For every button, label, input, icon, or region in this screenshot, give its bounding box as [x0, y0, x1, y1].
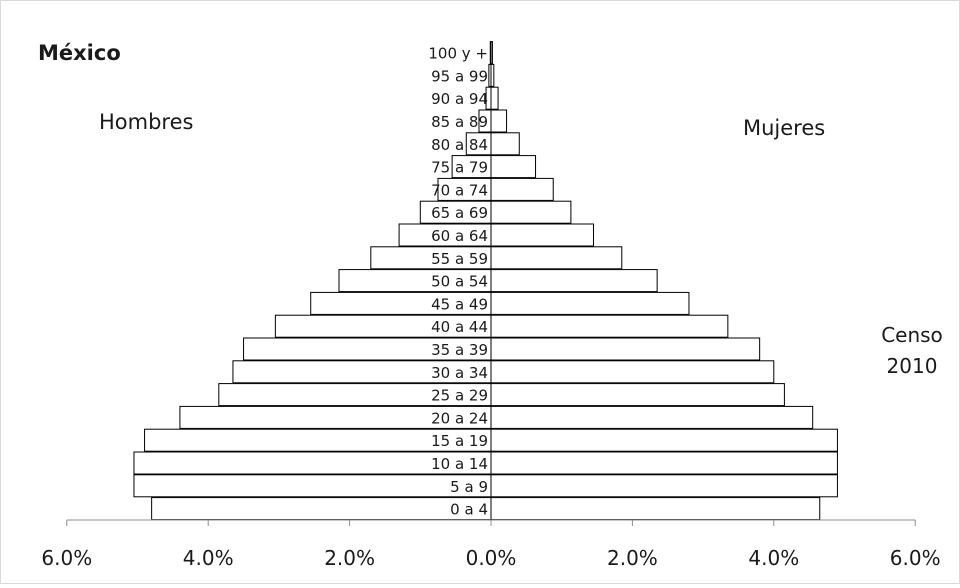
female-bar-60-a-64: [490, 223, 595, 247]
female-bar-35-a-39: [490, 337, 761, 361]
female-bar-75-a-79: [490, 155, 537, 179]
right-series-label: Mujeres: [743, 116, 825, 140]
note-line-2: 2010: [887, 354, 938, 378]
age-label: 50 a 54: [431, 273, 488, 291]
chart-title: México: [38, 41, 121, 65]
female-bar-45-a-49: [490, 291, 690, 315]
age-label: 35 a 39: [431, 341, 488, 359]
female-bar-20-a-24: [490, 405, 814, 429]
age-label: 55 a 59: [431, 250, 488, 268]
age-label: 0 a 4: [450, 501, 488, 519]
age-label: 80 a 84: [431, 136, 488, 154]
female-bar-80-a-84: [490, 132, 520, 156]
x-tick-label: 2.0%: [324, 546, 375, 570]
age-label: 30 a 34: [431, 364, 488, 382]
age-label: 5 a 9: [450, 478, 488, 496]
x-tick-label: 4.0%: [183, 546, 234, 570]
note-line-1: Censo: [881, 323, 943, 347]
age-label: 75 a 79: [431, 159, 488, 177]
female-bar-10-a-14: [490, 451, 838, 475]
female-bar-90-a-94: [490, 86, 499, 110]
female-bar-40-a-44: [490, 314, 729, 338]
age-label: 100 y +: [428, 45, 488, 63]
age-label: 10 a 14: [431, 455, 488, 473]
age-label: 90 a 94: [431, 90, 488, 108]
male-bar-5-a-9: [133, 474, 492, 498]
female-bar-30-a-34: [490, 360, 775, 384]
female-bar-70-a-74: [490, 177, 554, 201]
x-tick-label: 2.0%: [607, 546, 658, 570]
male-bar-0-a-4: [151, 497, 492, 521]
age-label: 15 a 19: [431, 432, 488, 450]
age-group-labels: 0 a 4 5 a 9 10 a 14 15 a 19 20 a 24 25 a 29 30…: [428, 45, 488, 519]
female-bar-65-a-69: [490, 200, 572, 224]
age-label: 85 a 89: [431, 113, 488, 131]
x-tick-label: 6.0%: [890, 546, 941, 570]
age-label: 70 a 74: [431, 181, 488, 199]
age-label: 25 a 29: [431, 387, 488, 405]
x-tick-label: 6.0%: [41, 546, 92, 570]
x-axis-ticks: 6.0% 4.0% 2.0% 0.0% 2.0% 4.0% 6.0%: [41, 520, 941, 570]
female-bar-25-a-29: [490, 383, 785, 407]
female-bar-55-a-59: [490, 246, 623, 270]
age-label: 95 a 99: [431, 67, 488, 85]
age-label: 20 a 24: [431, 409, 488, 427]
female-bar-0-a-4: [490, 497, 821, 521]
female-bar-5-a-9: [490, 474, 838, 498]
left-series-label: Hombres: [99, 110, 193, 134]
x-tick-label: 4.0%: [748, 546, 799, 570]
age-label: 45 a 49: [431, 295, 488, 313]
female-bar-50-a-54: [490, 269, 658, 293]
female-bar-15-a-19: [490, 428, 838, 452]
age-label: 40 a 44: [431, 318, 488, 336]
age-label: 60 a 64: [431, 227, 488, 245]
x-tick-label: 0.0%: [466, 546, 517, 570]
female-bar-85-a-89: [490, 109, 508, 133]
age-label: 65 a 69: [431, 204, 488, 222]
